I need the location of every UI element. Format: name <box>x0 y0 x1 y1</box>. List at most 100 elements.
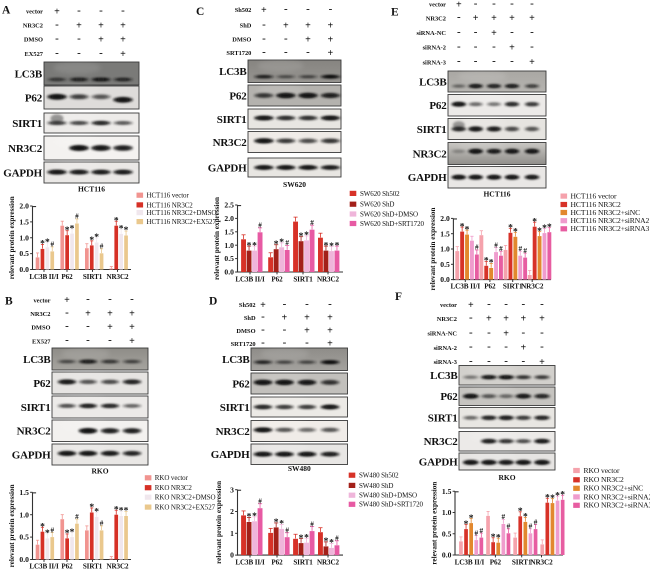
svg-text:-: - <box>55 33 59 45</box>
svg-text:Sh502: Sh502 <box>235 7 252 14</box>
svg-text:-: - <box>457 26 461 38</box>
svg-text:*: * <box>247 513 252 523</box>
svg-text:B: B <box>5 296 13 308</box>
svg-text:SIRT1: SIRT1 <box>293 559 313 567</box>
svg-text:#: # <box>285 526 289 534</box>
svg-text:0.5: 0.5 <box>19 249 29 258</box>
svg-text:0.5: 0.5 <box>19 533 29 542</box>
svg-text:-: - <box>86 334 90 346</box>
svg-text:*: * <box>274 518 279 528</box>
svg-text:-: - <box>521 298 525 310</box>
svg-text:#: # <box>285 239 289 247</box>
svg-text:+: + <box>509 42 515 53</box>
svg-text:NR3C2: NR3C2 <box>317 559 340 567</box>
svg-text:+: + <box>539 314 545 325</box>
svg-text:NR3C2: NR3C2 <box>413 148 448 160</box>
svg-text:-: - <box>283 324 287 336</box>
svg-text:-: - <box>457 55 461 67</box>
svg-text:2: 2 <box>230 507 234 516</box>
svg-text:*: * <box>252 512 257 522</box>
svg-text:#: # <box>75 513 79 521</box>
svg-text:+: + <box>491 13 497 24</box>
svg-text:NR3C2: NR3C2 <box>107 273 130 281</box>
svg-text:-: - <box>262 46 266 58</box>
svg-text:SW480: SW480 <box>288 464 311 473</box>
svg-text:siRNA-2: siRNA-2 <box>434 345 457 352</box>
svg-text:P62: P62 <box>429 100 447 112</box>
svg-text:LC3B II/I: LC3B II/I <box>235 276 265 284</box>
svg-text:1.0: 1.0 <box>442 508 452 517</box>
svg-text:+: + <box>260 300 266 311</box>
svg-text:#: # <box>474 529 478 537</box>
svg-text:+: + <box>520 343 526 354</box>
svg-text:*: * <box>329 539 334 549</box>
svg-text:SIRT1: SIRT1 <box>512 559 532 567</box>
svg-text:-: - <box>283 337 287 349</box>
svg-text:+: + <box>283 21 289 32</box>
svg-text:-: - <box>474 40 478 52</box>
svg-text:+: + <box>503 328 509 339</box>
svg-text:*: * <box>335 241 340 251</box>
svg-text:*: * <box>70 528 75 538</box>
svg-text:-: - <box>77 33 81 45</box>
svg-text:SW620 Sh502: SW620 Sh502 <box>360 190 400 198</box>
svg-text:DMSO: DMSO <box>232 37 251 44</box>
svg-text:#: # <box>258 497 262 505</box>
svg-text:+: + <box>54 7 60 18</box>
svg-text:P62: P62 <box>271 276 283 284</box>
svg-text:-: - <box>487 326 491 338</box>
svg-text:DMSO: DMSO <box>31 324 50 331</box>
svg-text:+: + <box>456 0 462 10</box>
svg-text:relevant protein expression: relevant protein expression <box>215 481 223 564</box>
svg-text:*: * <box>247 241 252 251</box>
svg-text:*: * <box>70 224 75 234</box>
svg-text:-: - <box>306 3 310 15</box>
svg-text:+: + <box>468 300 474 311</box>
svg-text:SIRT1: SIRT1 <box>12 118 42 130</box>
svg-text:HCT116: HCT116 <box>483 190 510 199</box>
svg-text:RKO NR3C2+EX527: RKO NR3C2+EX527 <box>155 504 216 512</box>
svg-text:SRT1720: SRT1720 <box>226 50 251 57</box>
svg-text:2.0: 2.0 <box>440 214 450 223</box>
svg-text:#: # <box>480 527 484 535</box>
svg-text:+: + <box>85 309 91 320</box>
svg-text:siRNA-NC: siRNA-NC <box>428 331 458 338</box>
svg-text:SW620 ShD+DMSO: SW620 ShD+DMSO <box>360 210 418 218</box>
svg-text:HCT116 NR3C2+DMSO: HCT116 NR3C2+DMSO <box>147 209 217 217</box>
svg-text:P62: P62 <box>61 563 73 571</box>
svg-text:LC3B II/I: LC3B II/I <box>29 563 59 571</box>
svg-text:NR3C2: NR3C2 <box>317 276 340 284</box>
svg-text:A: A <box>2 5 11 17</box>
svg-text:Sh502: Sh502 <box>239 302 256 309</box>
svg-text:-: - <box>521 326 525 338</box>
svg-text:SW480 ShD+SRT1720: SW480 ShD+SRT1720 <box>359 501 423 509</box>
svg-text:*: * <box>252 241 257 251</box>
svg-text:-: - <box>510 26 514 38</box>
svg-text:+: + <box>129 309 135 320</box>
svg-text:-: - <box>492 55 496 67</box>
svg-text:C: C <box>196 6 204 18</box>
svg-text:+: + <box>304 313 310 324</box>
svg-text:NR3C2: NR3C2 <box>107 563 130 571</box>
svg-text:P62: P62 <box>271 559 283 567</box>
svg-text:-: - <box>65 320 69 332</box>
svg-text:DMSO: DMSO <box>24 37 43 44</box>
svg-text:*: * <box>329 242 334 252</box>
svg-text:SIRT1: SIRT1 <box>503 283 523 291</box>
svg-text:SW620: SW620 <box>283 180 306 189</box>
svg-text:1: 1 <box>230 529 234 538</box>
svg-text:0.5: 0.5 <box>440 260 450 269</box>
svg-text:-: - <box>469 326 473 338</box>
svg-text:-: - <box>305 337 309 349</box>
svg-text:-: - <box>305 298 309 310</box>
svg-text:*: * <box>279 238 284 248</box>
svg-text:*: * <box>304 533 309 543</box>
svg-text:siRNA-3: siRNA-3 <box>423 59 446 66</box>
svg-text:#: # <box>502 513 506 521</box>
svg-text:relevant protein expression: relevant protein expression <box>213 197 221 280</box>
svg-text:-: - <box>86 320 90 332</box>
svg-text:RKO NR3C2+DMSO: RKO NR3C2+DMSO <box>155 494 216 502</box>
svg-text:RKO NR3C2: RKO NR3C2 <box>155 484 193 492</box>
svg-text:0.0: 0.0 <box>19 265 29 274</box>
svg-text:+: + <box>473 13 479 24</box>
